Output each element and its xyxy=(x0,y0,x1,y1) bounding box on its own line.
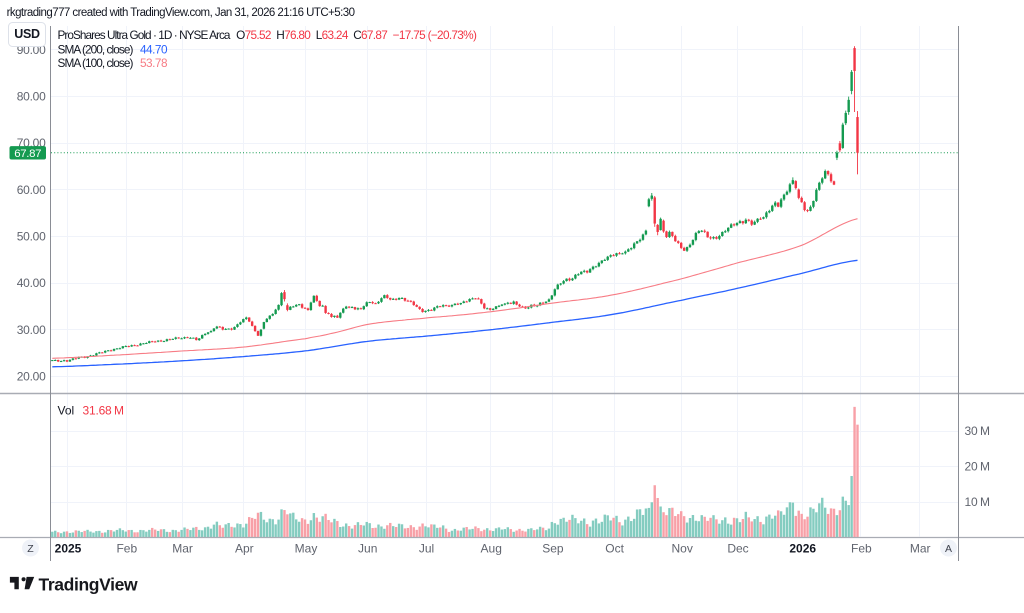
svg-text:60.00: 60.00 xyxy=(17,183,46,197)
svg-text:Jul: Jul xyxy=(419,542,434,556)
svg-text:Mar: Mar xyxy=(910,542,931,556)
svg-text:Dec: Dec xyxy=(727,542,748,556)
svg-text:Sep: Sep xyxy=(542,542,564,556)
svg-text:rkgtrading777 created with Tra: rkgtrading777 created with TradingView.c… xyxy=(7,7,355,19)
svg-text:TradingView: TradingView xyxy=(39,575,138,595)
svg-text:Jun: Jun xyxy=(358,542,377,556)
svg-text:20M: 20 M xyxy=(965,459,990,473)
svg-text:A: A xyxy=(945,543,952,555)
svg-text:10M: 10 M xyxy=(965,495,990,509)
svg-text:Mar: Mar xyxy=(172,542,193,556)
svg-text:2025: 2025 xyxy=(55,542,82,556)
svg-text:30.00: 30.00 xyxy=(17,323,46,337)
svg-text:SMA (200, close): SMA (200, close) xyxy=(58,42,134,56)
svg-text:Oct: Oct xyxy=(605,542,624,556)
svg-text:May: May xyxy=(295,542,318,556)
svg-text:40.00: 40.00 xyxy=(17,276,46,290)
svg-text:Aug: Aug xyxy=(481,542,502,556)
svg-text:31.68M: 31.68 M xyxy=(83,404,125,418)
svg-text:Feb: Feb xyxy=(851,542,872,556)
svg-text:67.87: 67.87 xyxy=(14,148,41,160)
svg-text:80.00: 80.00 xyxy=(17,89,46,103)
svg-text:Feb: Feb xyxy=(116,542,137,556)
svg-text:20.00: 20.00 xyxy=(17,370,46,384)
svg-text:30M: 30 M xyxy=(965,424,990,438)
svg-text:53.78: 53.78 xyxy=(140,56,168,70)
svg-text:44.70: 44.70 xyxy=(140,42,168,56)
svg-text:Apr: Apr xyxy=(235,542,254,556)
svg-text:50.00: 50.00 xyxy=(17,230,46,244)
svg-text:Nov: Nov xyxy=(672,542,693,556)
svg-text:ProShares Ultra Gold · 1D · NY: ProShares Ultra Gold · 1D · NYSE Arca xyxy=(58,28,231,42)
svg-text:2026: 2026 xyxy=(789,542,816,556)
svg-text:USD: USD xyxy=(14,27,40,41)
svg-text:SMA (100, close): SMA (100, close) xyxy=(58,56,134,70)
svg-text:Vol: Vol xyxy=(58,404,75,418)
svg-text:Z: Z xyxy=(27,543,34,555)
